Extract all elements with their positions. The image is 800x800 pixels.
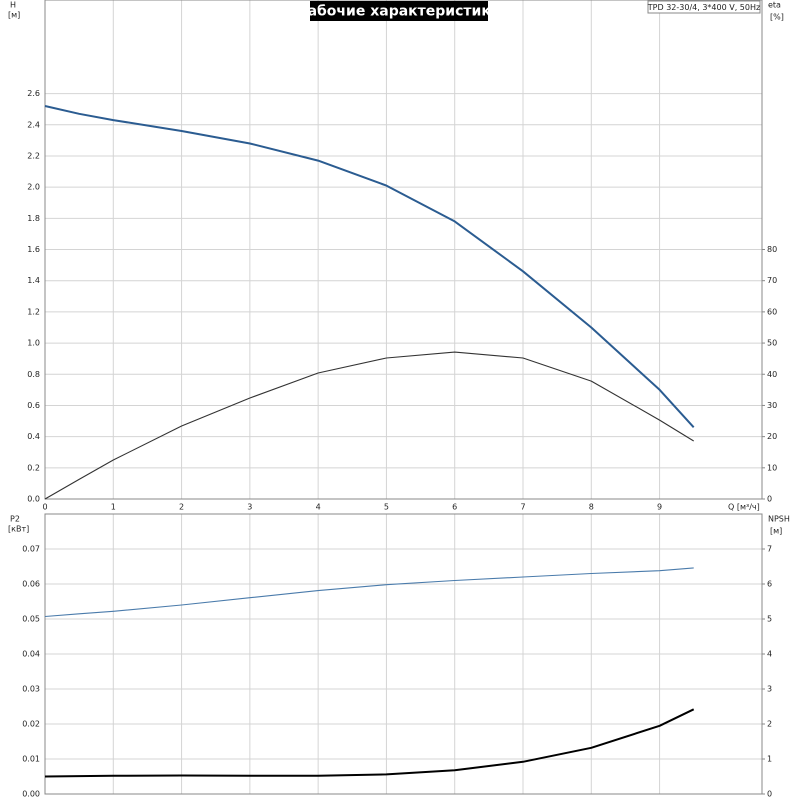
y2-tick-label: 1 <box>767 755 772 764</box>
x-tick-label: 2 <box>179 503 184 512</box>
x-tick-label: 9 <box>657 503 662 512</box>
y2-label: NPSH <box>768 515 790 524</box>
y-tick-label: 0.4 <box>27 432 40 441</box>
y-tick-label: 2.2 <box>27 151 40 160</box>
x-tick-label: 7 <box>520 503 525 512</box>
y-tick-label: 1.6 <box>27 245 40 254</box>
y2-label: eta <box>768 1 781 10</box>
plot-frame <box>44 0 763 500</box>
y-tick-label: 0.6 <box>27 401 40 410</box>
y2-tick-label: 7 <box>767 545 772 554</box>
y2-tick-label: 6 <box>767 580 772 589</box>
series-line <box>44 105 695 428</box>
y-tick-label: 2.6 <box>27 89 40 98</box>
y-tick-label: 0.07 <box>22 545 40 554</box>
chart-title: Рабочие характеристики <box>297 4 500 20</box>
series-line <box>44 351 694 500</box>
y-unit: [м] <box>8 11 20 20</box>
y2-tick-label: 20 <box>767 432 777 441</box>
x-tick-label: 1 <box>111 503 116 512</box>
y-tick-label: 0.04 <box>22 650 40 659</box>
y-label: H <box>10 1 16 10</box>
title-box <box>310 1 488 21</box>
y-tick-label: 2.4 <box>27 120 40 129</box>
y2-unit: [%] <box>770 13 784 22</box>
x-tick-label: 6 <box>452 503 457 512</box>
y2-tick-label: 60 <box>767 307 777 316</box>
y-tick-label: 1.0 <box>27 339 40 348</box>
y-label: P2 <box>10 515 20 524</box>
y2-tick-label: 30 <box>767 401 777 410</box>
model-label: TPD 32-30/4, 3*400 V, 50Hz <box>647 3 760 12</box>
x-tick-label: 0 <box>42 503 47 512</box>
x-label: Q [м³/ч] <box>728 503 760 512</box>
y2-tick-label: 5 <box>767 615 772 624</box>
x-tick-label: 5 <box>384 503 389 512</box>
y2-tick-label: 80 <box>767 245 777 254</box>
x-tick-label: 4 <box>316 503 321 512</box>
y-tick-label: 0.8 <box>27 370 40 379</box>
model-box <box>647 0 761 14</box>
y2-tick-label: 2 <box>767 720 772 729</box>
y-tick-label: 1.8 <box>27 214 40 223</box>
y-tick-label: 0.00 <box>22 790 40 799</box>
y-tick-label: 0.03 <box>22 685 40 694</box>
y2-tick-label: 40 <box>767 370 777 379</box>
y-tick-label: 1.4 <box>27 276 40 285</box>
y-tick-label: 0.0 <box>27 495 40 504</box>
y-tick-label: 0.2 <box>27 463 40 472</box>
y2-tick-label: 10 <box>767 463 777 472</box>
series-line <box>44 567 694 618</box>
y2-tick-label: 3 <box>767 685 772 694</box>
y2-tick-label: 0 <box>767 790 772 799</box>
y2-tick-label: 70 <box>767 276 777 285</box>
y-unit: [кВт] <box>8 525 29 534</box>
y2-tick-label: 50 <box>767 339 777 348</box>
y-tick-label: 0.06 <box>22 580 40 589</box>
y-tick-label: 2.0 <box>27 183 40 192</box>
y2-unit: [м] <box>770 527 782 536</box>
x-tick-label: 8 <box>589 503 594 512</box>
y-tick-label: 0.01 <box>22 755 40 764</box>
series-line <box>44 708 695 778</box>
y2-tick-label: 0 <box>767 495 772 504</box>
y-tick-label: 0.02 <box>22 720 40 729</box>
y-tick-label: 0.05 <box>22 615 40 624</box>
y2-tick-label: 4 <box>767 650 772 659</box>
plot-frame <box>44 513 763 795</box>
x-tick-label: 3 <box>247 503 252 512</box>
y-tick-label: 1.2 <box>27 307 40 316</box>
